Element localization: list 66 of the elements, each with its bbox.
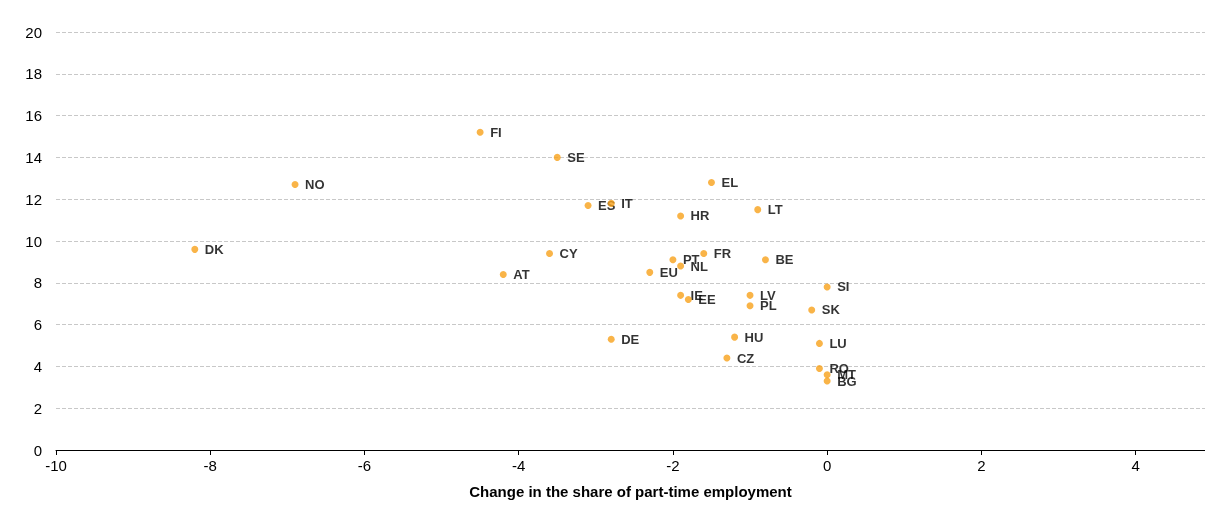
x-tick-label: -6 xyxy=(357,457,372,474)
annotation: SI xyxy=(837,279,850,295)
annotation: AT xyxy=(513,266,530,282)
point xyxy=(808,306,816,314)
x-tick-label: 4 xyxy=(1131,457,1140,474)
annotation: BE xyxy=(775,252,794,268)
point xyxy=(291,181,299,189)
y-tick-label: 12 xyxy=(25,190,42,208)
annotation: SK xyxy=(821,302,841,318)
point xyxy=(746,291,754,299)
x-tick-label: 2 xyxy=(977,457,986,474)
annotation: NO xyxy=(305,177,325,193)
point xyxy=(677,212,685,220)
annotation: LT xyxy=(767,202,783,218)
annotation: EU xyxy=(659,264,678,280)
point xyxy=(684,296,692,304)
x-tick-label: 0 xyxy=(822,457,832,474)
y-tick-label: 14 xyxy=(25,148,42,166)
point xyxy=(553,153,561,161)
point xyxy=(700,250,708,258)
annotation: ES xyxy=(598,197,616,213)
y-tick-label: 6 xyxy=(33,316,42,334)
x-tick-label: -4 xyxy=(512,457,526,474)
point xyxy=(707,178,715,186)
point xyxy=(823,283,831,291)
annotation: HU xyxy=(744,329,764,345)
x-tick-label: -10 xyxy=(45,457,67,474)
y-tick-label: 8 xyxy=(33,274,42,292)
y-tick-label: 2 xyxy=(33,399,42,417)
x-tick-label: -2 xyxy=(666,457,680,474)
point xyxy=(677,262,685,270)
annotation: DK xyxy=(204,241,225,257)
annotation: DE xyxy=(621,331,640,347)
x-tick-label: -8 xyxy=(203,457,217,474)
point xyxy=(191,245,199,253)
y-tick-label: 18 xyxy=(25,65,42,83)
y-tick-label: 16 xyxy=(25,107,42,125)
annotation: CZ xyxy=(736,350,755,366)
point xyxy=(584,201,592,209)
annotation: LU xyxy=(829,335,847,351)
point xyxy=(607,335,615,343)
y-tick-label: 0 xyxy=(33,441,42,459)
point xyxy=(476,128,484,136)
annotation: FR xyxy=(713,246,732,262)
point xyxy=(499,270,507,278)
annotation: FI xyxy=(490,124,502,140)
point xyxy=(669,256,677,264)
point xyxy=(746,302,754,310)
point xyxy=(761,256,769,264)
point xyxy=(731,333,739,341)
annotation: IT xyxy=(621,195,633,211)
point xyxy=(754,206,762,214)
annotation: EL xyxy=(721,174,739,190)
y-tick-label: 20 xyxy=(25,23,42,41)
point xyxy=(823,371,831,379)
x-axis-title: Change in the share of part-time employment xyxy=(469,483,792,500)
annotation: CY xyxy=(559,246,578,262)
annotation: SE xyxy=(567,149,585,165)
point xyxy=(815,364,823,372)
point xyxy=(815,339,823,347)
point xyxy=(646,268,654,276)
point xyxy=(546,250,554,258)
annotation: HR xyxy=(690,208,711,224)
point xyxy=(677,291,685,299)
y-tick-label: 10 xyxy=(25,232,42,250)
y-tick-label: 4 xyxy=(33,357,42,375)
